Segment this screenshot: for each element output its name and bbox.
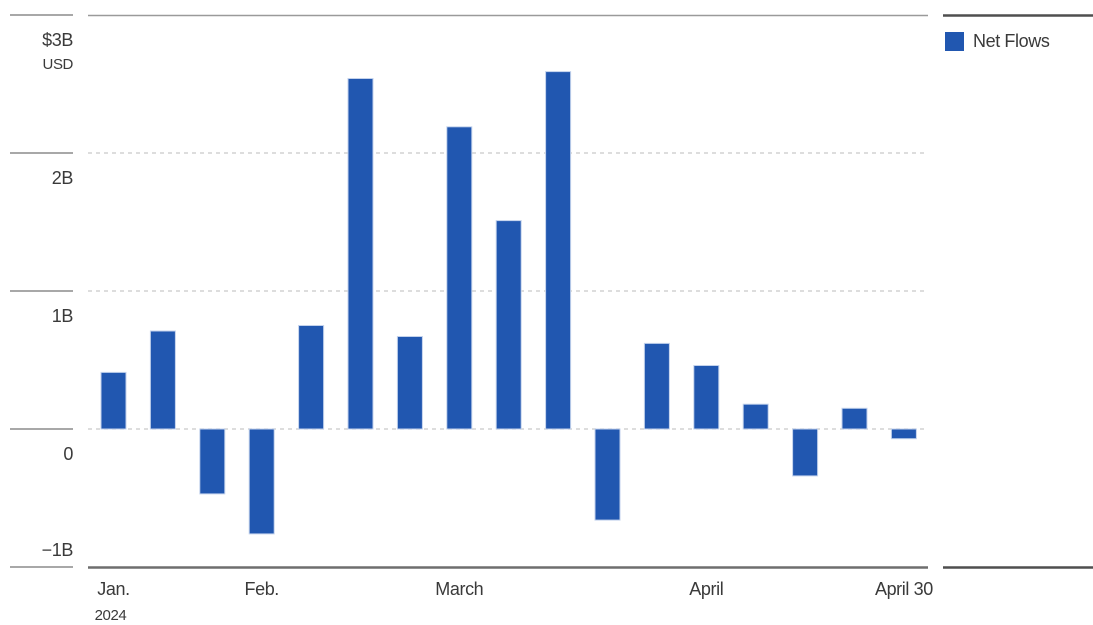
bar-8 bbox=[446, 126, 473, 430]
bar-13 bbox=[693, 365, 720, 430]
legend: Net Flows bbox=[945, 31, 1050, 52]
y-tick-label-1b: 1B bbox=[52, 306, 74, 326]
bar-1 bbox=[100, 371, 127, 430]
legend-swatch-net-flows bbox=[945, 32, 964, 51]
y-tick-label-0b: 0 bbox=[63, 444, 73, 464]
bar-14 bbox=[742, 403, 769, 430]
bar-9 bbox=[495, 220, 522, 430]
x-tick-label-feb-: Feb. bbox=[244, 579, 278, 599]
x-tick-label-april-30: April 30 bbox=[875, 579, 933, 599]
y-tick-label-2b: 2B bbox=[52, 168, 74, 188]
x-tick-label-jan-: Jan. bbox=[97, 579, 129, 599]
x-tick-label-april: April bbox=[689, 579, 723, 599]
bar-3 bbox=[199, 428, 226, 495]
x-tick-sublabel-year: 2024 bbox=[95, 607, 127, 624]
bar-11 bbox=[594, 428, 621, 521]
y-tick-label-3b: $3B bbox=[42, 30, 73, 50]
bar-4 bbox=[248, 428, 275, 535]
bar-6 bbox=[347, 78, 374, 430]
bar-17 bbox=[890, 428, 917, 440]
bar-7 bbox=[396, 336, 423, 430]
x-tick-label-march: March bbox=[435, 579, 483, 599]
bar-16 bbox=[841, 407, 868, 430]
bar-12 bbox=[643, 342, 670, 430]
bar-10 bbox=[545, 71, 572, 430]
bar-2 bbox=[149, 330, 176, 430]
y-tick-label--1b: −1B bbox=[42, 540, 74, 560]
y-axis-unit-label: USD bbox=[43, 56, 74, 73]
bar-15 bbox=[792, 428, 819, 477]
legend-label-net-flows: Net Flows bbox=[973, 31, 1050, 51]
bar-5 bbox=[298, 325, 325, 430]
